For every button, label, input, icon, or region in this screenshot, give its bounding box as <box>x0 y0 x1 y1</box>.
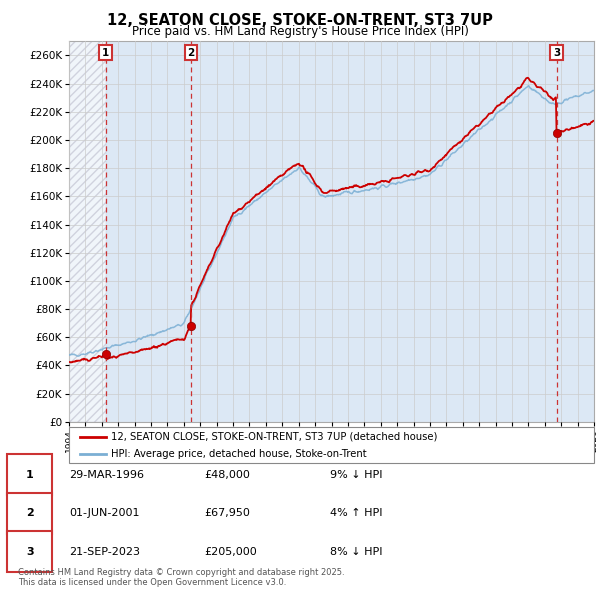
Text: £67,950: £67,950 <box>204 509 250 518</box>
Text: 3: 3 <box>26 547 34 556</box>
Text: 9% ↓ HPI: 9% ↓ HPI <box>330 470 383 480</box>
Text: 21-SEP-2023: 21-SEP-2023 <box>69 547 140 556</box>
Text: 1: 1 <box>102 48 109 58</box>
FancyBboxPatch shape <box>69 427 594 463</box>
Text: 29-MAR-1996: 29-MAR-1996 <box>69 470 144 480</box>
Text: Price paid vs. HM Land Registry's House Price Index (HPI): Price paid vs. HM Land Registry's House … <box>131 25 469 38</box>
Text: 01-JUN-2001: 01-JUN-2001 <box>69 509 139 518</box>
Text: HPI: Average price, detached house, Stoke-on-Trent: HPI: Average price, detached house, Stok… <box>111 449 367 459</box>
Text: 12, SEATON CLOSE, STOKE-ON-TRENT, ST3 7UP (detached house): 12, SEATON CLOSE, STOKE-ON-TRENT, ST3 7U… <box>111 432 437 442</box>
Text: Contains HM Land Registry data © Crown copyright and database right 2025.
This d: Contains HM Land Registry data © Crown c… <box>18 568 344 587</box>
Text: 8% ↓ HPI: 8% ↓ HPI <box>330 547 383 556</box>
Text: £205,000: £205,000 <box>204 547 257 556</box>
Text: 12, SEATON CLOSE, STOKE-ON-TRENT, ST3 7UP: 12, SEATON CLOSE, STOKE-ON-TRENT, ST3 7U… <box>107 13 493 28</box>
Text: 3: 3 <box>553 48 560 58</box>
Text: 4% ↑ HPI: 4% ↑ HPI <box>330 509 383 518</box>
Text: 2: 2 <box>187 48 194 58</box>
Bar <box>69 41 106 422</box>
Text: 1: 1 <box>26 470 34 480</box>
Text: 2: 2 <box>26 509 34 518</box>
Text: £48,000: £48,000 <box>204 470 250 480</box>
